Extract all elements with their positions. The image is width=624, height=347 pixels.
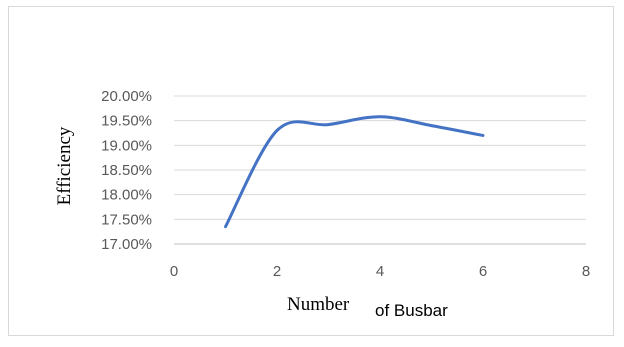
x-tick-label: 6 xyxy=(479,263,487,280)
y-tick-label: 19.00% xyxy=(101,137,152,154)
x-tick-label: 2 xyxy=(273,263,281,280)
y-tick-label: 18.00% xyxy=(101,187,152,204)
y-tick-label: 19.50% xyxy=(101,113,152,130)
x-tick-labels: 0 2 4 6 8 xyxy=(170,263,590,280)
x-axis-label-main: Number xyxy=(287,294,350,315)
gridlines xyxy=(174,95,586,245)
series-lines xyxy=(224,115,485,229)
y-tick-label: 20.00% xyxy=(101,88,152,105)
x-tick-label: 0 xyxy=(170,263,178,280)
y-tick-label: 17.00% xyxy=(101,236,152,253)
x-axis-label-rest: of Busbar xyxy=(375,301,448,320)
y-tick-label: 17.50% xyxy=(101,211,152,228)
x-tick-label: 8 xyxy=(582,263,590,280)
y-tick-label: 18.50% xyxy=(101,162,152,179)
y-axis-label: Efficiency xyxy=(54,126,75,205)
x-tick-label: 4 xyxy=(376,263,384,280)
chart-frame xyxy=(8,6,614,336)
series-line xyxy=(224,115,485,229)
y-tick-labels: 17.00% 17.50% 18.00% 18.50% 19.00% 19.50% 20.0… xyxy=(101,88,152,253)
